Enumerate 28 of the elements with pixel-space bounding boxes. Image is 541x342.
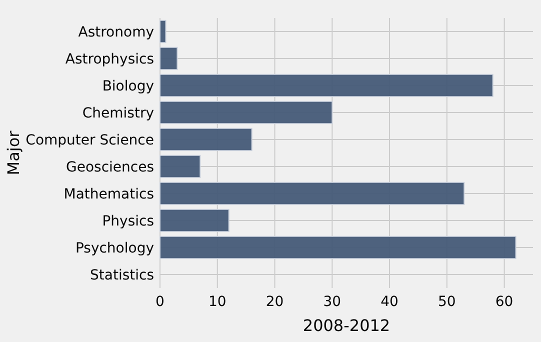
y-tick-label: Geosciences	[66, 159, 154, 176]
x-tick-label: 40	[380, 294, 398, 310]
bar	[160, 182, 465, 206]
bar	[160, 154, 201, 178]
y-tick-label: Computer Science	[26, 132, 154, 148]
y-tick-label: Statistics	[90, 267, 154, 284]
bar	[160, 46, 178, 70]
bar	[160, 128, 252, 152]
x-tick-label: 50	[438, 294, 456, 310]
y-axis-title: Major	[4, 130, 23, 176]
bar	[160, 236, 516, 260]
bar	[160, 74, 494, 98]
y-tick-label: Psychology	[75, 240, 154, 256]
x-axis-title: 2008-2012	[302, 316, 390, 335]
x-tick-label: 0	[156, 294, 164, 310]
bar	[160, 100, 333, 124]
y-tick-label: Biology	[102, 78, 154, 94]
y-tick-label: Physics	[102, 213, 154, 230]
x-tick-label: 20	[266, 294, 284, 310]
x-tick-label: 60	[495, 294, 514, 310]
x-tick-label: 30	[323, 294, 342, 310]
bar	[160, 20, 166, 44]
bar	[160, 208, 230, 232]
y-tick-label: Astrophysics	[65, 51, 154, 68]
y-tick-label: Astronomy	[78, 24, 154, 40]
y-tick-label: Mathematics	[64, 186, 154, 202]
x-tick-label: 10	[208, 294, 226, 310]
y-tick-label: Chemistry	[82, 105, 154, 122]
